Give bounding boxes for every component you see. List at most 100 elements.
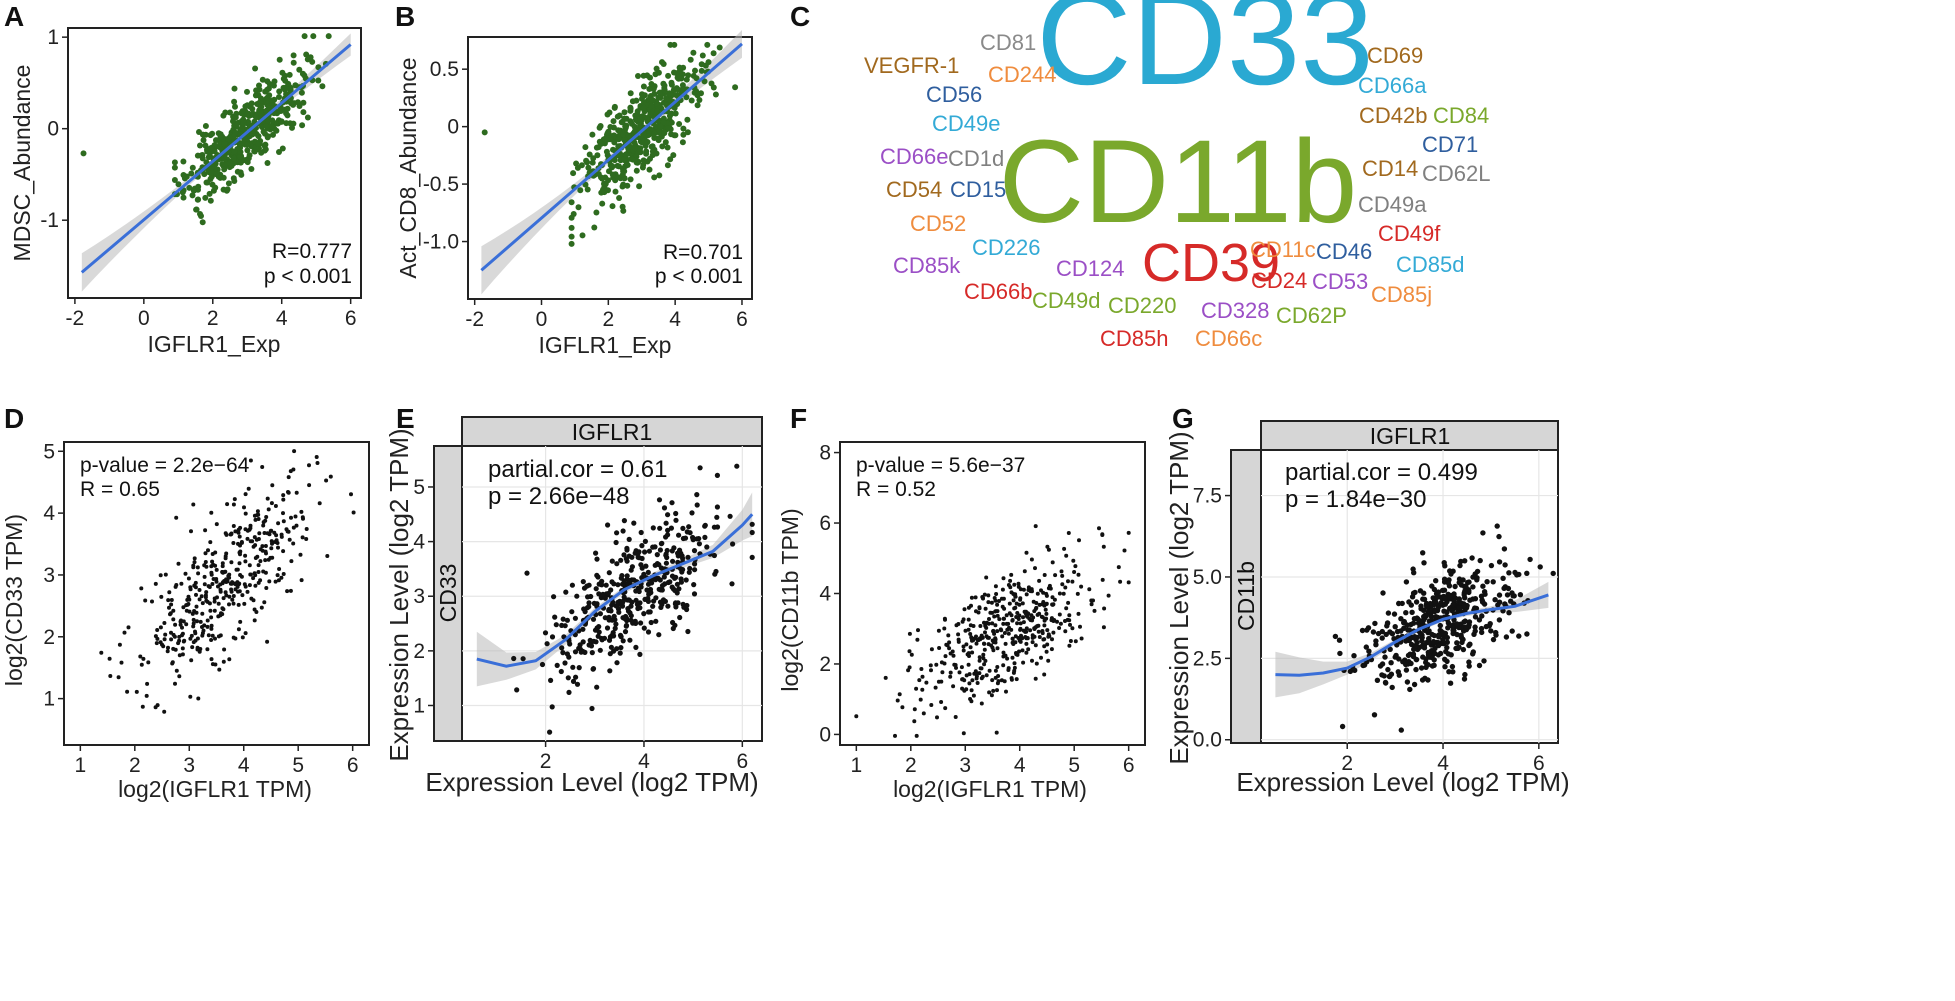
panel-b-point: [704, 41, 711, 48]
panel-d-point: [222, 647, 227, 652]
panel-g-point: [1403, 579, 1410, 585]
panel-f-point: [1101, 544, 1106, 549]
panel-a-point: [209, 181, 216, 188]
panel-g-point: [1447, 594, 1454, 600]
word-cd66a: CD66a: [1358, 73, 1427, 98]
panel-b-point: [641, 92, 648, 99]
word-cd71: CD71: [1422, 132, 1478, 157]
panel-g-point: [1400, 659, 1406, 665]
panel-g-point: [1360, 662, 1366, 669]
panel-f-point: [987, 690, 992, 695]
panel-f-point: [970, 650, 975, 655]
panel-f-point: [1018, 635, 1023, 639]
panel-g-point: [1429, 663, 1436, 669]
panel-e-point: [661, 574, 667, 580]
panel-g-point: [1461, 676, 1468, 682]
panel-d-point: [167, 590, 172, 595]
panel-b-point: [625, 132, 632, 139]
panel-f-point: [959, 665, 964, 670]
panel-a-x-tick-label: 6: [345, 307, 357, 330]
panel-g-point: [1347, 668, 1354, 675]
panel-d-point: [203, 595, 208, 600]
panel-a-point: [255, 133, 262, 140]
panel-d-point: [261, 569, 266, 574]
panel-f-point: [1059, 569, 1064, 574]
panel-e-point: [635, 551, 641, 557]
panel-g-point: [1403, 638, 1409, 644]
panel-d-point: [285, 589, 290, 594]
panel-b-point: [651, 174, 658, 181]
panel-d-point: [277, 567, 282, 571]
word-cd49f: CD49f: [1378, 221, 1441, 246]
panel-g-point: [1481, 658, 1487, 664]
panel-d-point: [264, 586, 269, 590]
panel-f-point: [1012, 606, 1017, 611]
panel-e-point: [614, 646, 620, 652]
panel-b-point: [670, 152, 677, 159]
panel-e-point: [672, 575, 678, 581]
panel-d-point: [266, 507, 271, 512]
panel-e-point: [657, 599, 664, 605]
panel-a-point: [171, 177, 178, 183]
panel-g-point: [1453, 645, 1459, 652]
panel-f-point: [1024, 650, 1029, 655]
panel-g-x-axis-label: Expression Level (log2 TPM): [1236, 767, 1569, 797]
panel-d-point: [247, 563, 252, 568]
panel-f-point: [966, 662, 971, 667]
panel-g-point: [1445, 620, 1452, 626]
panel-d-point: [185, 602, 190, 607]
panel-g-point: [1389, 631, 1396, 637]
panel-d-point: [279, 534, 284, 539]
panel-d-point: [261, 523, 266, 528]
panel-f-point: [983, 630, 987, 635]
panel-b-point: [649, 97, 656, 103]
panel-e-point: [615, 599, 621, 606]
panel-g-point: [1410, 651, 1417, 657]
panel-b-point: [607, 124, 614, 130]
panel-f-point: [1024, 550, 1029, 555]
panel-f-point: [995, 646, 1000, 651]
panel-d-x-tick-label: 2: [129, 754, 141, 777]
panel-d-point: [213, 636, 217, 641]
word-cd53: CD53: [1312, 269, 1368, 294]
panel-e-point: [570, 678, 577, 685]
panel-f-point: [990, 610, 994, 615]
panel-a-point: [195, 183, 202, 190]
panel-d-point: [261, 520, 266, 525]
panel-g-point: [1339, 723, 1346, 730]
panel-d-point: [191, 502, 196, 507]
panel-e-point: [586, 604, 592, 610]
panel-f-y-tick-label: 8: [819, 442, 831, 465]
panel-e-point: [678, 576, 684, 582]
panel-f-point: [1070, 626, 1075, 631]
word-cd11b: CD11b: [999, 116, 1358, 248]
panel-g-point: [1444, 634, 1451, 641]
panel-g-point: [1398, 628, 1404, 634]
panel-a-point: [207, 132, 214, 139]
panel-e-strip-side: [433, 445, 463, 742]
panel-f-point: [1041, 600, 1046, 604]
panel-f-point: [997, 599, 1001, 603]
panel-f-point: [956, 622, 961, 626]
panel-d-point: [184, 622, 189, 627]
panel-f-point: [948, 651, 953, 656]
panel-f-point: [1037, 635, 1042, 639]
panel-a-point: [171, 164, 178, 171]
panel-d-point: [243, 511, 248, 516]
panel-d-point: [231, 635, 236, 640]
panel-g-point: [1480, 583, 1486, 589]
panel-a-point: [244, 88, 250, 95]
panel-d-point: [212, 608, 217, 613]
panel-e-point: [549, 704, 555, 710]
panel-f-point: [920, 687, 925, 692]
panel-f-point: [968, 632, 973, 636]
panel-g-strip-side-label: CD11b: [1233, 561, 1259, 631]
panel-f-point: [921, 711, 926, 716]
panel-d-point: [262, 531, 267, 535]
panel-f-point: [968, 645, 973, 650]
panel-e-point: [607, 668, 613, 674]
panel-e-point: [594, 684, 600, 690]
panel-e-point: [670, 625, 676, 632]
panel-d-point: [237, 561, 242, 566]
panel-a-y-tick-label: 0: [47, 118, 59, 141]
